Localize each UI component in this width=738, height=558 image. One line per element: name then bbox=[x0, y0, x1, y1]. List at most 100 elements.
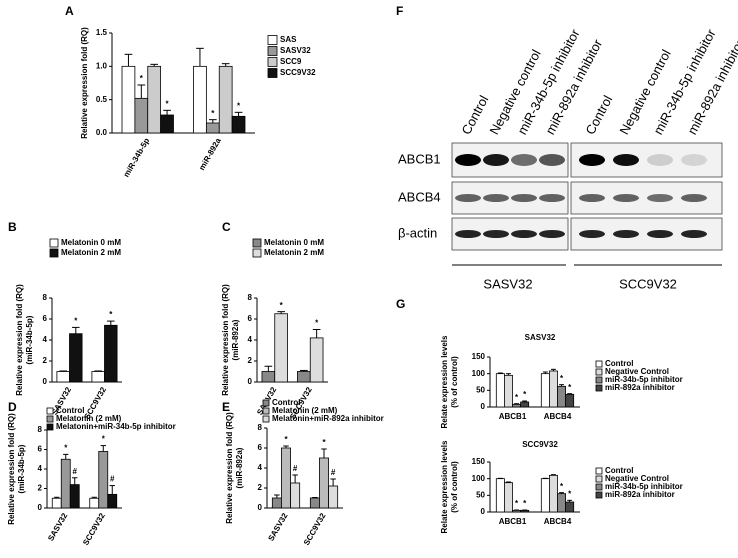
y-tick-label: 2 bbox=[43, 356, 48, 365]
x-tick-label: ABCB4 bbox=[544, 412, 572, 421]
y-axis-label: Relative expression fold (RQ) bbox=[80, 27, 89, 139]
bar bbox=[290, 482, 301, 509]
y-tick-label: 4 bbox=[43, 335, 48, 344]
annotation: * bbox=[140, 74, 144, 83]
legend-label: Negative Control bbox=[605, 367, 669, 376]
lane-label: miR-34b-5p inhibitor bbox=[650, 26, 719, 137]
band bbox=[613, 194, 639, 202]
annotation: * bbox=[109, 310, 113, 319]
panel-letter: E bbox=[222, 400, 230, 414]
band bbox=[681, 230, 707, 238]
y-tick-label: 0 bbox=[43, 377, 48, 386]
annotation: # bbox=[331, 468, 336, 477]
y-axis-label: (miR-34b-5p) bbox=[25, 315, 34, 364]
y-tick-label: 8 bbox=[38, 425, 43, 434]
panel-letter: A bbox=[65, 4, 74, 18]
legend-swatch bbox=[267, 35, 278, 45]
legend-label: Melatonin 2 mM bbox=[61, 248, 121, 257]
legend-label: Control bbox=[56, 406, 84, 415]
legend-label: Control bbox=[272, 398, 300, 407]
legend-swatch bbox=[262, 415, 270, 423]
band bbox=[579, 230, 605, 238]
y-tick-label: 150 bbox=[472, 457, 486, 466]
y-tick-label: 2 bbox=[248, 356, 253, 365]
group-label: SCC9V32 bbox=[619, 276, 677, 291]
bar bbox=[231, 115, 246, 134]
bar bbox=[319, 457, 329, 509]
panel-letter: F bbox=[396, 4, 403, 18]
legend-label: SAS bbox=[280, 35, 297, 44]
bar bbox=[495, 373, 505, 408]
bar bbox=[261, 371, 276, 383]
legend-swatch bbox=[595, 491, 603, 499]
y-tick-label: 2 bbox=[38, 484, 43, 493]
bar bbox=[91, 371, 105, 383]
legend-swatch bbox=[595, 360, 603, 368]
x-tick-label: SCC9V32 bbox=[81, 511, 107, 547]
bar bbox=[328, 485, 339, 509]
bar bbox=[512, 403, 522, 408]
band bbox=[539, 230, 565, 238]
bar bbox=[121, 65, 136, 134]
bar bbox=[565, 393, 575, 408]
legend-swatch bbox=[49, 248, 59, 258]
legend-label: miR-892a inhibitor bbox=[605, 490, 675, 499]
y-tick-label: 8 bbox=[248, 293, 253, 302]
row-label: ABCB1 bbox=[398, 151, 441, 166]
band bbox=[539, 194, 565, 202]
annotation: * bbox=[165, 99, 169, 108]
bar bbox=[56, 371, 70, 383]
y-tick-label: 100 bbox=[472, 369, 486, 378]
legend-swatch bbox=[595, 483, 603, 491]
band bbox=[483, 154, 509, 166]
y-axis-label: (miR-892a) bbox=[235, 447, 244, 488]
panel-letter: B bbox=[8, 220, 17, 234]
y-tick-label: 4 bbox=[38, 464, 43, 473]
legend-swatch bbox=[595, 368, 603, 376]
legend-label: SCC9V32 bbox=[280, 68, 316, 77]
band bbox=[511, 230, 537, 238]
y-tick-label: 100 bbox=[472, 474, 486, 483]
band bbox=[647, 154, 673, 166]
y-tick-label: 50 bbox=[476, 385, 485, 394]
legend-label: Negative Control bbox=[605, 474, 669, 483]
annotation: * bbox=[560, 482, 564, 491]
bar bbox=[549, 474, 558, 513]
annotation: * bbox=[568, 489, 572, 498]
legend-swatch bbox=[262, 407, 270, 415]
band bbox=[455, 194, 481, 202]
legend-label: SASV32 bbox=[280, 46, 311, 55]
legend-swatch bbox=[252, 238, 262, 248]
legend-swatch bbox=[267, 46, 278, 56]
y-axis-label: (% of control) bbox=[450, 461, 459, 513]
lane-label: Control bbox=[582, 93, 615, 137]
annotation: * bbox=[280, 301, 284, 310]
band bbox=[613, 230, 639, 238]
band bbox=[647, 230, 673, 238]
band bbox=[511, 154, 537, 166]
panel-letter: D bbox=[8, 400, 17, 414]
y-tick-label: 8 bbox=[43, 293, 48, 302]
annotation: * bbox=[237, 101, 241, 110]
y-axis-label: (miR-34b-5p) bbox=[17, 444, 26, 493]
annotation: * bbox=[64, 443, 68, 452]
y-tick-label: 0 bbox=[258, 503, 263, 512]
band bbox=[613, 154, 639, 166]
y-axis-label: (% of control) bbox=[450, 356, 459, 408]
bar bbox=[147, 65, 162, 134]
y-tick-label: 6 bbox=[43, 314, 48, 323]
annotation: * bbox=[211, 109, 215, 118]
annotation: * bbox=[523, 390, 527, 399]
legend-label: Melatonin 2 mM bbox=[264, 248, 324, 257]
legend-swatch bbox=[595, 384, 603, 392]
band bbox=[511, 194, 537, 202]
panel-letter: G bbox=[396, 297, 405, 311]
legend-swatch bbox=[595, 376, 603, 384]
x-tick-label: SASV32 bbox=[266, 511, 289, 543]
legend-label: miR-892a inhibitor bbox=[605, 383, 675, 392]
band bbox=[455, 154, 481, 166]
y-axis-label: Relative expression fold (RQ) bbox=[225, 412, 234, 524]
legend-label: Melatonin 0 mM bbox=[264, 238, 324, 247]
legend-swatch bbox=[595, 475, 603, 483]
band bbox=[579, 194, 605, 202]
